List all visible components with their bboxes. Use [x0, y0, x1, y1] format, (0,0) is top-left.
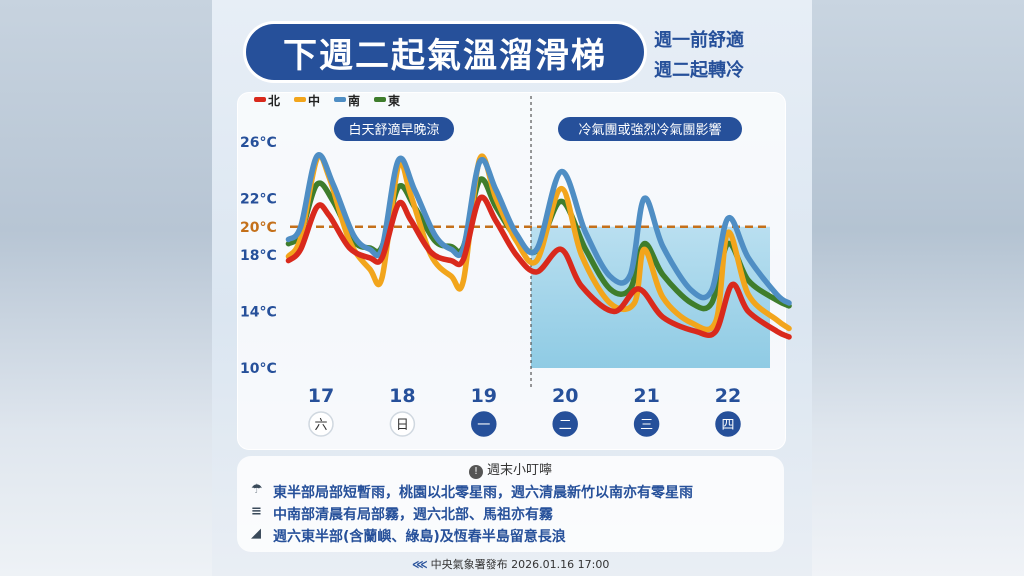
tip-text: 週六東半部(含蘭嶼、綠島)及恆春半島留意長浪 [273, 529, 566, 545]
footer-text: 中央氣象署發布 2026.01.16 17:00 [430, 558, 610, 571]
y-tick-label: 22°C [240, 192, 277, 208]
subtitle-line-2: 週二起轉冷 [654, 60, 744, 81]
background-left [0, 0, 212, 576]
weekday-label: 一 [477, 418, 490, 433]
period-labels: 白天舒適早晚涼 冷氣團或強烈冷氣團影響 [334, 117, 742, 141]
y-tick-label: 20°C [240, 220, 277, 236]
legend-label: 南 [348, 93, 360, 108]
tip-item: ☂ 東半部局部短暫雨，桃園以北零星雨，週六清晨新竹以南亦有零星雨 [251, 482, 693, 502]
weekday-badge [633, 411, 660, 437]
legend-label: 中 [308, 93, 320, 108]
weekday-badge [552, 411, 578, 437]
weekday-label: 三 [640, 418, 653, 433]
weekday-badge [389, 411, 416, 437]
y-tick-label: 18°C [240, 248, 277, 264]
series-lines [285, 152, 792, 340]
y-tick-label: 14°C [240, 305, 277, 321]
tips-card: ! 週末小叮嚀 ☂ 東半部局部短暫雨，桃園以北零星雨，週六清晨新竹以南亦有零星雨 … [237, 456, 784, 552]
period-label: 冷氣團或強烈冷氣團影響 [558, 117, 742, 141]
legend-label: 北 [268, 93, 280, 108]
legend-label: 東 [388, 93, 400, 108]
weekday-label: 二 [559, 418, 572, 433]
x-axis-labels: 17 六 18 日 19 一 20 二 21 三 22 四 [308, 385, 741, 437]
subtitle-line-1: 週一前舒適 [654, 30, 744, 51]
tips-title: ! 週末小叮嚀 [237, 459, 784, 479]
weekday-label: 日 [396, 418, 409, 433]
tip-text: 東半部局部短暫雨，桃園以北零星雨，週六清晨新竹以南亦有零星雨 [273, 485, 693, 501]
y-tick-label: 10°C [240, 361, 277, 377]
x-tick-label: 18 [389, 385, 415, 407]
legend-swatch [294, 97, 306, 102]
svg-text:冷氣團或強烈冷氣團影響: 冷氣團或強烈冷氣團影響 [578, 122, 721, 138]
series-line [285, 194, 792, 340]
legend-swatch [374, 97, 386, 102]
fog-icon: ≡ [251, 504, 262, 519]
weekday-badge [471, 411, 497, 437]
tip-item: ≡ 中南部清晨有局部霧，週六北部、馬祖亦有霧 [251, 504, 553, 524]
series-line [285, 152, 792, 333]
y-axis-ticks: 26°C 22°C 20°C 18°C 14°C 10°C [240, 135, 277, 377]
series-line [285, 152, 792, 306]
period-label: 白天舒適早晚涼 [334, 117, 454, 141]
weekday-badge [308, 411, 334, 437]
x-tick-label: 21 [633, 385, 659, 407]
x-tick-label: 17 [308, 385, 334, 407]
svg-text:白天舒適早晚涼: 白天舒適早晚涼 [348, 122, 439, 138]
info-icon: ! [468, 465, 483, 479]
legend-swatch [334, 97, 346, 102]
legend: 北中南東 [254, 93, 400, 108]
legend-swatch [254, 97, 266, 102]
tip-item: ◢ 週六東半部(含蘭嶼、綠島)及恆春半島留意長浪 [251, 526, 566, 546]
wave-icon: ◢ [251, 526, 261, 541]
rain-cloud-icon: ☂ [251, 482, 263, 497]
x-tick-label: 19 [471, 385, 497, 407]
tips-title-text: 週末小叮嚀 [486, 463, 552, 478]
x-tick-label: 22 [715, 385, 741, 407]
cwa-logo-icon: ⋘ [412, 558, 428, 571]
weekday-label: 四 [721, 418, 734, 433]
weekday-label: 六 [314, 418, 327, 433]
y-tick-label: 26°C [240, 135, 277, 151]
weekday-badge [715, 411, 741, 437]
tip-text: 中南部清晨有局部霧，週六北部、馬祖亦有霧 [273, 507, 553, 523]
page-title: 下週二起氣溫溜滑梯 [246, 24, 644, 80]
footer: ⋘ 中央氣象署發布 2026.01.16 17:00 [412, 556, 609, 572]
background-right [812, 0, 1024, 576]
x-tick-label: 20 [552, 385, 578, 407]
